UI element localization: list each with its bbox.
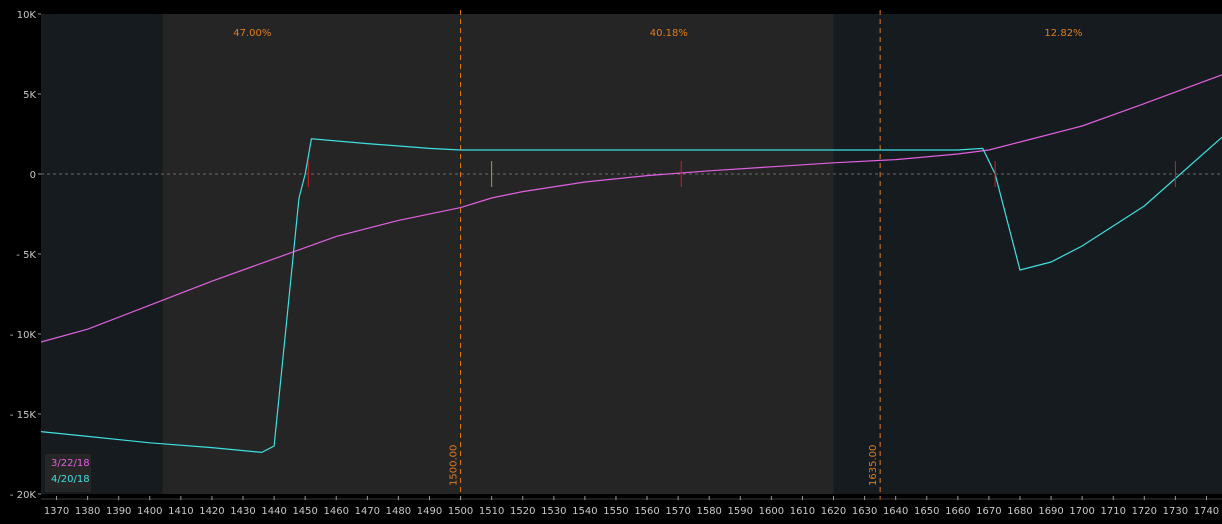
legend: 3/22/18 4/20/18 [45,454,91,492]
x-tick-label-11: 1470 [355,506,380,517]
strike-lines: 1500.00 1635.00 [449,10,881,500]
y-tick-label-3: 0 [30,170,36,181]
region-1 [41,14,163,494]
y-tick-label-7: - 20K [10,490,37,501]
x-tick-label-9: 1450 [292,506,317,517]
x-tick-label-17: 1530 [541,506,566,517]
legend-entry-series-2[interactable]: 4/20/18 [51,474,90,485]
x-tick-label-31: 1670 [976,506,1001,517]
x-tick-label-16: 1520 [510,506,535,517]
x-tick-label-35: 1710 [1100,506,1125,517]
x-tick-label-1: 1370 [44,506,69,517]
x-tick-label-13: 1490 [417,506,442,517]
x-axis: 1370 1380 1390 1400 1410 1420 1430 1440 1450 1460… [41,496,1222,517]
x-tick-label-33: 1690 [1038,506,1063,517]
x-tick-label-34: 1700 [1069,506,1094,517]
x-tick-label-12: 1480 [386,506,411,517]
x-tick-label-37: 1730 [1163,506,1188,517]
x-tick-label-4: 1400 [137,506,162,517]
region-2 [162,14,834,494]
x-tick-label-18: 1540 [572,506,597,517]
x-tick-label-26: 1620 [821,506,846,517]
x-tick-label-36: 1720 [1132,506,1157,517]
series-line-2 [40,136,1222,454]
x-tick-label-30: 1660 [945,506,970,517]
legend-entry-series-1[interactable]: 3/22/18 [51,458,90,469]
x-tick-label-29: 1650 [914,506,939,517]
series-line-1 [40,74,1222,343]
x-tick-label-27: 1630 [852,506,877,517]
x-tick-label-14: 1500 [448,506,473,517]
probability-labels: 47.00% 40.18% 12.82% [233,28,1082,39]
x-tick-label-3: 1390 [106,506,131,517]
y-tick-label-6: - 15K [10,410,37,421]
x-tick-label-22: 1580 [696,506,721,517]
x-tick-label-2: 1380 [75,506,100,517]
series-lines [40,74,1222,454]
x-tick-label-32: 1680 [1007,506,1032,517]
x-tick-label-10: 1460 [324,506,349,517]
strike-line-label-2: 1635.00 [868,445,879,486]
y-tick-label-5: - 10K [10,330,37,341]
x-tick-label-21: 1570 [665,506,690,517]
probability-regions [41,14,1222,494]
probability-label-2: 40.18% [650,28,688,39]
probability-label-1: 47.00% [233,28,271,39]
x-tick-label-6: 1420 [199,506,224,517]
probability-label-3: 12.82% [1044,28,1082,39]
y-tick-label-1: 10K [17,10,37,21]
x-tick-label-23: 1590 [728,506,753,517]
region-3 [833,14,1222,494]
x-tick-label-20: 1560 [634,506,659,517]
x-tick-label-7: 1430 [230,506,255,517]
markers [307,161,1176,187]
y-tick-label-4: - 5K [16,250,36,261]
x-tick-label-24: 1600 [759,506,784,517]
x-tick-label-38: 1740 [1194,506,1219,517]
y-tick-label-2: 5K [23,90,36,101]
x-tick-label-15: 1510 [479,506,504,517]
x-tick-label-8: 1440 [261,506,286,517]
x-tick-label-25: 1610 [790,506,815,517]
x-tick-label-19: 1550 [603,506,628,517]
x-tick-label-28: 1640 [883,506,908,517]
x-tick-label-5: 1410 [168,506,193,517]
y-axis: 10K 5K 0 - 5K - 10K - 15K - 20K [10,10,41,501]
strike-line-label-1: 1500.00 [449,445,460,486]
